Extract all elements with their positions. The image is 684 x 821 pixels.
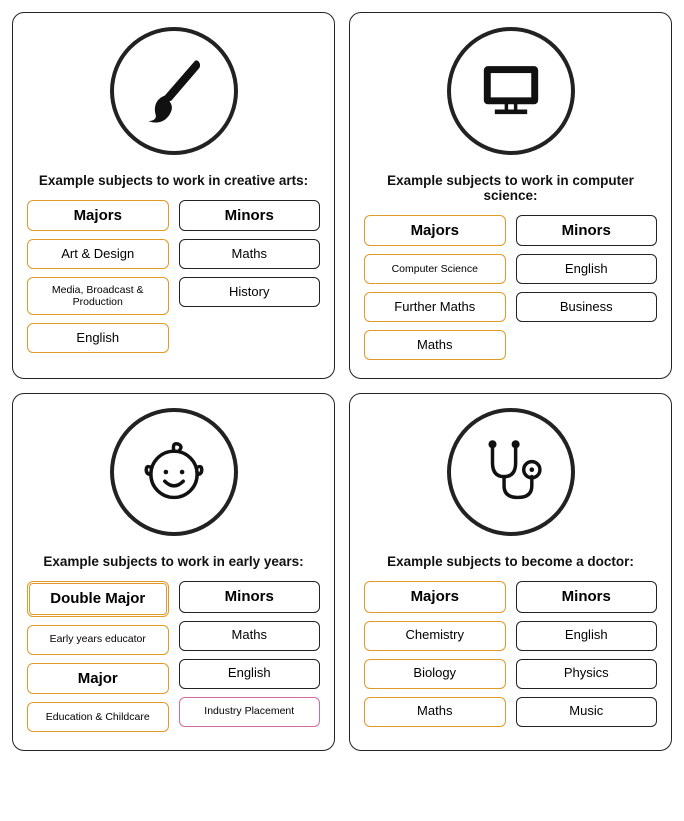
- card-computer-science: Example subjects to work in computer sci…: [349, 12, 672, 379]
- major-item: Computer Science: [364, 254, 506, 284]
- stethoscope-icon: [447, 408, 575, 536]
- double-major-header: Double Major: [27, 581, 169, 616]
- minor-item: Music: [516, 697, 658, 727]
- minor-item: English: [516, 254, 658, 284]
- minor-item: History: [179, 277, 321, 307]
- card-heading: Example subjects to become a doctor:: [387, 554, 634, 569]
- card-heading: Example subjects to work in computer sci…: [364, 173, 657, 203]
- majors-column: Majors Art & Design Media, Broadcast & P…: [27, 200, 169, 353]
- major-item: Chemistry: [364, 621, 506, 651]
- minor-item: Physics: [516, 659, 658, 689]
- major-item: Maths: [364, 697, 506, 727]
- paintbrush-icon: [110, 27, 238, 155]
- subjects-columns: Majors Art & Design Media, Broadcast & P…: [27, 200, 320, 353]
- major-item: Further Maths: [364, 292, 506, 322]
- left-column: Double Major Early years educator Major …: [27, 581, 169, 732]
- minors-column: Minors Maths History: [179, 200, 321, 353]
- card-doctor: Example subjects to become a doctor: Maj…: [349, 393, 672, 751]
- major-header: Major: [27, 663, 169, 694]
- minor-item: English: [516, 621, 658, 651]
- card-creative-arts: Example subjects to work in creative art…: [12, 12, 335, 379]
- minor-item: English: [179, 659, 321, 689]
- majors-header: Majors: [364, 215, 506, 246]
- minor-item: Maths: [179, 239, 321, 269]
- card-heading: Example subjects to work in early years:: [43, 554, 303, 569]
- major-item: Media, Broadcast & Production: [27, 277, 169, 315]
- majors-column: Majors Chemistry Biology Maths: [364, 581, 506, 726]
- baby-icon: [110, 408, 238, 536]
- minors-column: Minors English Physics Music: [516, 581, 658, 726]
- minor-item: Business: [516, 292, 658, 322]
- card-heading: Example subjects to work in creative art…: [39, 173, 308, 188]
- major-item: Education & Childcare: [27, 702, 169, 732]
- subjects-columns: Double Major Early years educator Major …: [27, 581, 320, 732]
- majors-header: Majors: [364, 581, 506, 612]
- cards-grid: Example subjects to work in creative art…: [12, 12, 672, 751]
- major-item: Art & Design: [27, 239, 169, 269]
- industry-placement: Industry Placement: [179, 697, 321, 727]
- majors-header: Majors: [27, 200, 169, 231]
- minors-header: Minors: [179, 200, 321, 231]
- minors-header: Minors: [516, 215, 658, 246]
- minor-item: Maths: [179, 621, 321, 651]
- right-column: Minors Maths English Industry Placement: [179, 581, 321, 732]
- monitor-icon: [447, 27, 575, 155]
- subjects-columns: Majors Chemistry Biology Maths Minors En…: [364, 581, 657, 726]
- major-item: Maths: [364, 330, 506, 360]
- major-item: Early years educator: [27, 625, 169, 655]
- minors-column: Minors English Business: [516, 215, 658, 360]
- major-item: English: [27, 323, 169, 353]
- minors-header: Minors: [179, 581, 321, 612]
- subjects-columns: Majors Computer Science Further Maths Ma…: [364, 215, 657, 360]
- major-item: Biology: [364, 659, 506, 689]
- majors-column: Majors Computer Science Further Maths Ma…: [364, 215, 506, 360]
- card-early-years: Example subjects to work in early years:…: [12, 393, 335, 751]
- minors-header: Minors: [516, 581, 658, 612]
